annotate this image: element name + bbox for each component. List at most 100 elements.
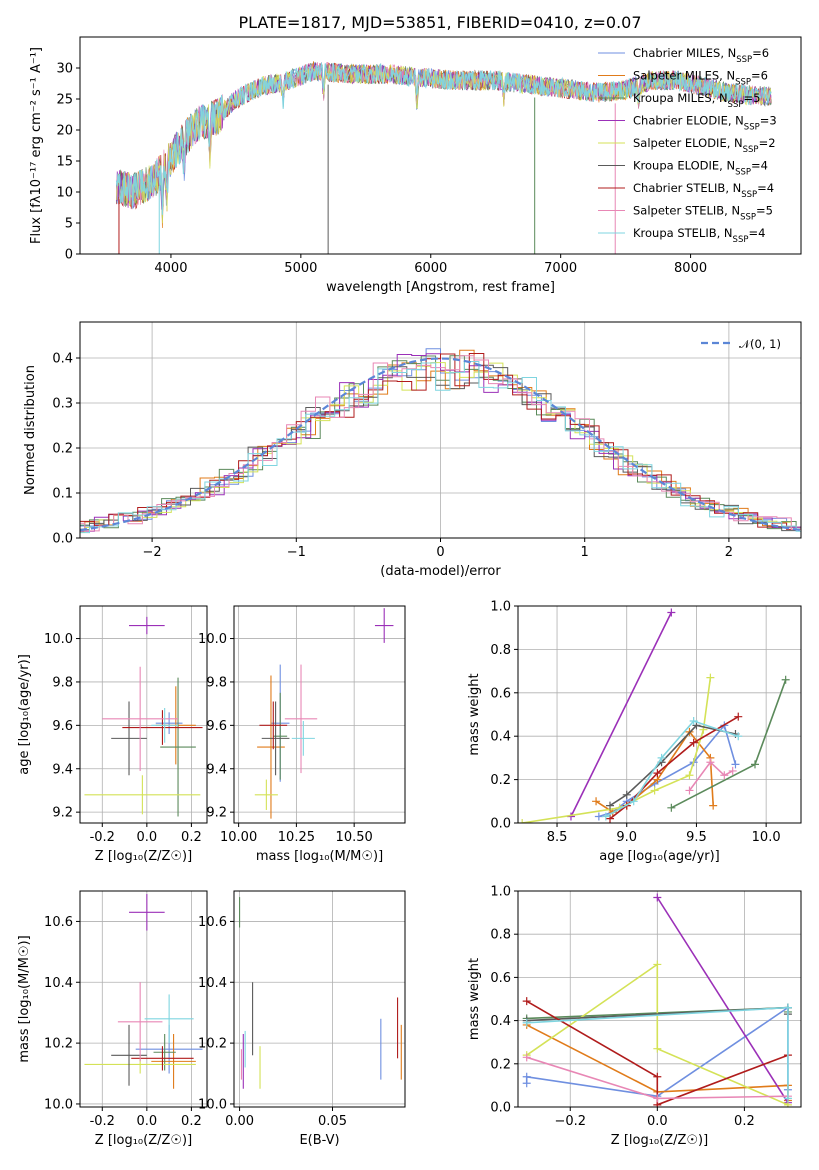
x-tick-label: −2	[143, 545, 162, 560]
legend-entry: Chabrier MILES, NSSP=6	[633, 46, 769, 65]
histogram-step-6	[80, 353, 801, 531]
weight-series-line-2	[670, 679, 787, 809]
x-tick-label: -0.2	[90, 830, 115, 845]
x-tick-label: 6000	[414, 261, 447, 276]
x-tick-label: 10.0	[752, 830, 781, 845]
weight-marker	[734, 732, 743, 741]
weight-marker	[594, 812, 603, 821]
y-tick-label: 1.0	[490, 600, 511, 615]
axes-frame	[233, 605, 406, 824]
x-axis-label: age [log₁₀(age/yr)]	[599, 849, 720, 864]
legend-count: =4	[757, 181, 774, 195]
y-axis-label: Normed distribution	[23, 365, 38, 495]
weight-marker	[622, 790, 631, 799]
y-tick-label: 0.0	[490, 1101, 511, 1116]
legend-subscript: SSP	[728, 100, 744, 110]
weight-marker	[709, 801, 718, 810]
axes-frame	[79, 321, 802, 539]
legend-entry: Chabrier STELIB, NSSP=4	[633, 181, 774, 200]
x-tick-label: 0.2	[181, 830, 202, 845]
x-axis-label: Z [log₁₀(Z/Z☉)]	[95, 1133, 192, 1148]
legend-count: =3	[760, 114, 777, 128]
weight-marker	[653, 893, 662, 902]
y-tick-label: 10.2	[44, 1037, 73, 1052]
y-tick-label: 0.8	[490, 643, 511, 658]
weight-marker	[653, 1094, 662, 1103]
x-tick-label: 0.2	[181, 1114, 202, 1129]
weight-marker	[783, 1094, 792, 1103]
y-tick-label: 10.0	[44, 632, 73, 647]
weight-marker	[653, 1072, 662, 1081]
legend-count: =5	[743, 91, 760, 105]
plot-area	[254, 608, 394, 819]
axes-frame	[79, 890, 208, 1108]
y-tick-label: 0.4	[490, 1014, 511, 1029]
histogram-step-7	[80, 355, 801, 532]
y-axis-label: age [log₁₀(age/yr)]	[17, 654, 32, 775]
y-tick-label: 0.4	[490, 730, 511, 745]
x-tick-label: 1	[581, 545, 589, 560]
legend-subscript: SSP	[741, 190, 757, 200]
panel-spectrum: 4000 5000 6000 7000 8000 0 5 10 15 20 25 30 waveleng…	[29, 36, 802, 295]
weight-marker	[728, 766, 737, 775]
weight-marker	[522, 1072, 531, 1081]
x-tick-label: 0.2	[734, 1114, 755, 1129]
weight-series-line-3	[656, 897, 789, 1104]
panel-residuals: −2 −1 0 1 2 0.0 0.1 0.2 0.3 0.4 (data-model)/error…	[23, 321, 802, 579]
weight-series-line-7	[688, 760, 734, 791]
weight-marker	[653, 960, 662, 969]
weight-marker	[601, 812, 610, 821]
x-tick-label: 8000	[674, 261, 707, 276]
weight-marker	[706, 673, 715, 682]
y-tick-label: 0.6	[490, 686, 511, 701]
legend-subscript: SSP	[735, 168, 751, 178]
y-tick-label: 10.6	[198, 915, 227, 930]
x-tick-label: 0	[436, 545, 444, 560]
y-tick-label: 0.0	[52, 532, 73, 547]
weight-marker	[781, 675, 790, 684]
panel-weight-vs-Z: −0.2 0.0 0.2 0.0 0.2 0.4 0.6 0.8 1.0 Z [log₁₀(Z/Z…	[467, 885, 802, 1148]
x-tick-label: 8.5	[547, 830, 568, 845]
histogram-step-8	[80, 361, 801, 534]
weight-marker	[689, 738, 698, 747]
x-axis-label: wavelength [Angstrom, rest frame]	[326, 280, 555, 295]
y-tick-label: 9.4	[206, 762, 227, 777]
panel-mass-vs-EBV: 0.00 0.05 10.0 10.2 10.4 10.6 E(B-V)	[198, 890, 406, 1148]
y-tick-label: 0.3	[52, 397, 73, 412]
weight-marker	[522, 1053, 531, 1062]
plot-area	[80, 348, 801, 534]
weight-marker	[650, 786, 659, 795]
legend-subscript: SSP	[733, 235, 749, 245]
weight-marker	[734, 712, 743, 721]
y-tick-label: 9.8	[206, 675, 227, 690]
y-tick-label: 9.2	[206, 806, 227, 821]
y-tick-label: 9.4	[52, 762, 73, 777]
y-tick-label: 0.2	[490, 773, 511, 788]
spectrum-line-8	[115, 62, 772, 215]
y-axis-label: Flux [fλ10⁻¹⁷ erg cm⁻² s⁻¹ A⁻¹]	[29, 47, 44, 244]
x-tick-label: 5000	[284, 261, 317, 276]
y-tick-label: 10.0	[44, 1097, 73, 1112]
legend-subscript: SSP	[735, 78, 751, 88]
x-tick-label: 10.00	[220, 830, 257, 845]
legend-entry: Salpeter STELIB, NSSP=5	[633, 204, 773, 223]
y-tick-label: 9.6	[52, 719, 73, 734]
x-tick-label: 0.05	[318, 1114, 347, 1129]
plot-area	[84, 616, 203, 817]
y-tick-label: 0	[65, 248, 73, 263]
y-tick-label: 9.6	[206, 719, 227, 734]
y-tick-label: 30	[56, 62, 73, 77]
panel-weight-vs-age: 8.5 9.0 9.5 10.0 0.0 0.2 0.4 0.6 0.8 1.0 age [log₁…	[467, 600, 802, 864]
y-tick-label: 9.8	[52, 675, 73, 690]
weight-marker	[706, 758, 715, 767]
y-tick-label: 15	[56, 155, 73, 170]
weight-marker	[606, 801, 615, 810]
axes-frame	[79, 605, 208, 824]
axes-frame	[517, 890, 802, 1108]
panel-age-vs-Z: -0.2 0.0 0.2 9.2 9.4 9.6 9.8 10.0 Z [log₁₀(Z/Z☉)…	[17, 605, 208, 864]
legend-count: =5	[756, 204, 773, 218]
x-tick-label: 0.0	[136, 1114, 157, 1129]
weight-marker	[750, 760, 759, 769]
y-tick-label: 5	[65, 217, 73, 232]
